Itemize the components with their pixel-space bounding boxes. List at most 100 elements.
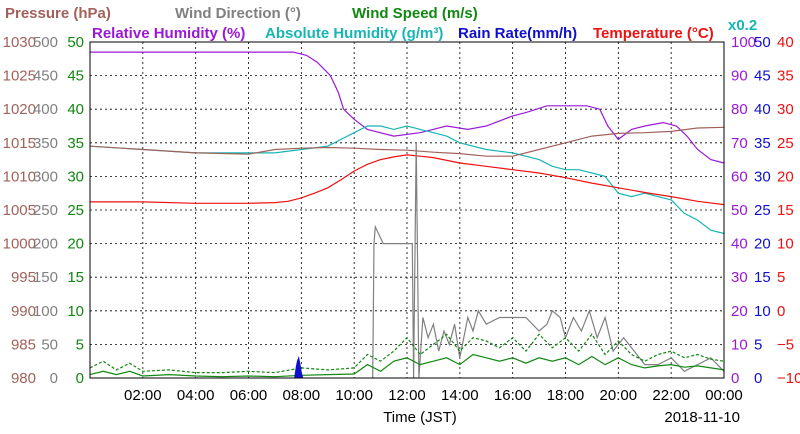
y-tick-pressure: 990 [11,303,36,320]
y-tick-humidity: 50 [731,202,748,219]
y-tick-wind_dir: 150 [33,269,58,286]
y-tick-pressure: 1030 [3,34,36,51]
y-tick-wind_speed: 10 [67,303,84,320]
x-tick-label: 04:00 [177,387,215,404]
y-tick-wind_dir: 200 [33,236,58,253]
y-tick-rain_rate: 5 [754,336,762,353]
y-tick-temperature: 0 [777,303,785,320]
x-tick-label: 08:00 [283,387,321,404]
y-tick-wind_dir: 300 [33,168,58,185]
header-wind-speed: Wind Speed (m/s) [352,5,478,22]
header-temperature: Temperature (°C) [593,25,714,42]
y-tick-temperature: 25 [777,135,794,152]
y-tick-humidity: 10 [731,336,748,353]
y-tick-wind_speed: 5 [76,336,84,353]
y-tick-temperature: −10 [777,370,800,387]
y-tick-wind_speed: 35 [67,135,84,152]
y-tick-rain_rate: 35 [754,135,771,152]
series-0-line [90,51,725,164]
y-tick-humidity: 60 [731,168,748,185]
header-pressure: Pressure (hPa) [5,5,111,22]
y-tick-pressure: 1025 [3,68,36,85]
x-tick-label: 14:00 [441,387,479,404]
y-tick-pressure: 1015 [3,135,36,152]
y-tick-temperature: 40 [777,34,794,51]
y-tick-temperature: 5 [777,269,785,286]
y-tick-temperature: 15 [777,202,794,219]
y-tick-rain_rate: 25 [754,202,771,219]
x-tick-label: 20:00 [600,387,638,404]
header-relative-humidity: Relative Humidity (%) [92,25,245,42]
y-tick-temperature: 35 [777,68,794,85]
y-tick-temperature: 20 [777,168,794,185]
x-tick-label: 22:00 [652,387,690,404]
y-tick-humidity: 90 [731,68,748,85]
y-tick-wind_speed: 25 [67,202,84,219]
x-axis-title: Time (JST) [383,409,457,426]
x-tick-label: 10:00 [335,387,373,404]
y-tick-rain_rate: 30 [754,168,771,185]
chart-header: Pressure (hPa) Wind Direction (°) Wind S… [5,5,757,42]
header-rain-rate: Rain Rate(mm/h) [458,25,577,42]
y-tick-wind_speed: 20 [67,236,84,253]
y-tick-wind_dir: 350 [33,135,58,152]
y-tick-humidity: 20 [731,303,748,320]
y-tick-wind_speed: 30 [67,168,84,185]
y-tick-pressure: 1000 [3,236,36,253]
y-tick-humidity: 70 [731,135,748,152]
y-tick-pressure: 1020 [3,101,36,118]
header-absolute-humidity: Absolute Humidity (g/m³) [265,25,443,42]
series-7-line [294,355,304,379]
y-tick-pressure: 1005 [3,202,36,219]
y-tick-rain_rate: 0 [754,370,762,387]
y-tick-rain_rate: 40 [754,101,771,118]
header-scale-note: x0.2 [728,17,757,34]
y-tick-wind_speed: 45 [67,68,84,85]
series-6-line [89,333,725,374]
y-tick-pressure: 995 [11,269,36,286]
y-tick-humidity: 100 [731,34,756,51]
y-tick-humidity: 30 [731,269,748,286]
x-tick-label: 06:00 [230,387,268,404]
x-tick-label: 16:00 [494,387,532,404]
x-tick-label: 12:00 [388,387,426,404]
x-tick-label: 18:00 [547,387,585,404]
y-tick-wind_speed: 50 [67,34,84,51]
y-tick-rain_rate: 10 [754,303,771,320]
header-wind-direction: Wind Direction (°) [175,5,301,22]
y-tick-rain_rate: 20 [754,236,771,253]
x-tick-label: 00:00 [705,387,743,404]
series-2-line [89,126,725,157]
y-tick-temperature: −5 [777,336,794,353]
y-tick-rain_rate: 50 [754,34,771,51]
y-tick-wind_speed: 0 [76,370,84,387]
y-tick-rain_rate: 15 [754,269,771,286]
y-tick-temperature: 10 [777,236,794,253]
y-tick-wind_dir: 500 [33,34,58,51]
date-label: 2018-11-10 [664,409,740,426]
y-tick-temperature: 30 [777,101,794,118]
grid [90,42,724,378]
series-lines [89,51,725,379]
plot-frame [89,41,725,379]
series-4-line [372,142,725,379]
x-axis-labels: 02:00 04:00 06:00 08:00 10:00 12:00 14:00 16:00… [124,387,743,404]
y-tick-humidity: 0 [731,370,739,387]
y-tick-humidity: 80 [731,101,748,118]
y-tick-pressure: 1010 [3,168,36,185]
y-tick-wind_dir: 450 [33,68,58,85]
x-tick-label: 02:00 [124,387,162,404]
y-tick-wind_dir: 400 [33,101,58,118]
y-tick-humidity: 40 [731,236,748,253]
y-tick-rain_rate: 45 [754,68,771,85]
y-axis-labels: 1030102510201015101010051000995990985980… [3,34,800,387]
series-5-line [89,353,725,378]
y-tick-pressure: 980 [11,370,36,387]
y-tick-wind_speed: 40 [67,101,84,118]
y-tick-wind_dir: 100 [33,303,58,320]
y-tick-pressure: 985 [11,336,36,353]
y-tick-wind_dir: 50 [41,336,58,353]
y-tick-wind_dir: 250 [33,202,58,219]
series-3-line [90,154,725,206]
